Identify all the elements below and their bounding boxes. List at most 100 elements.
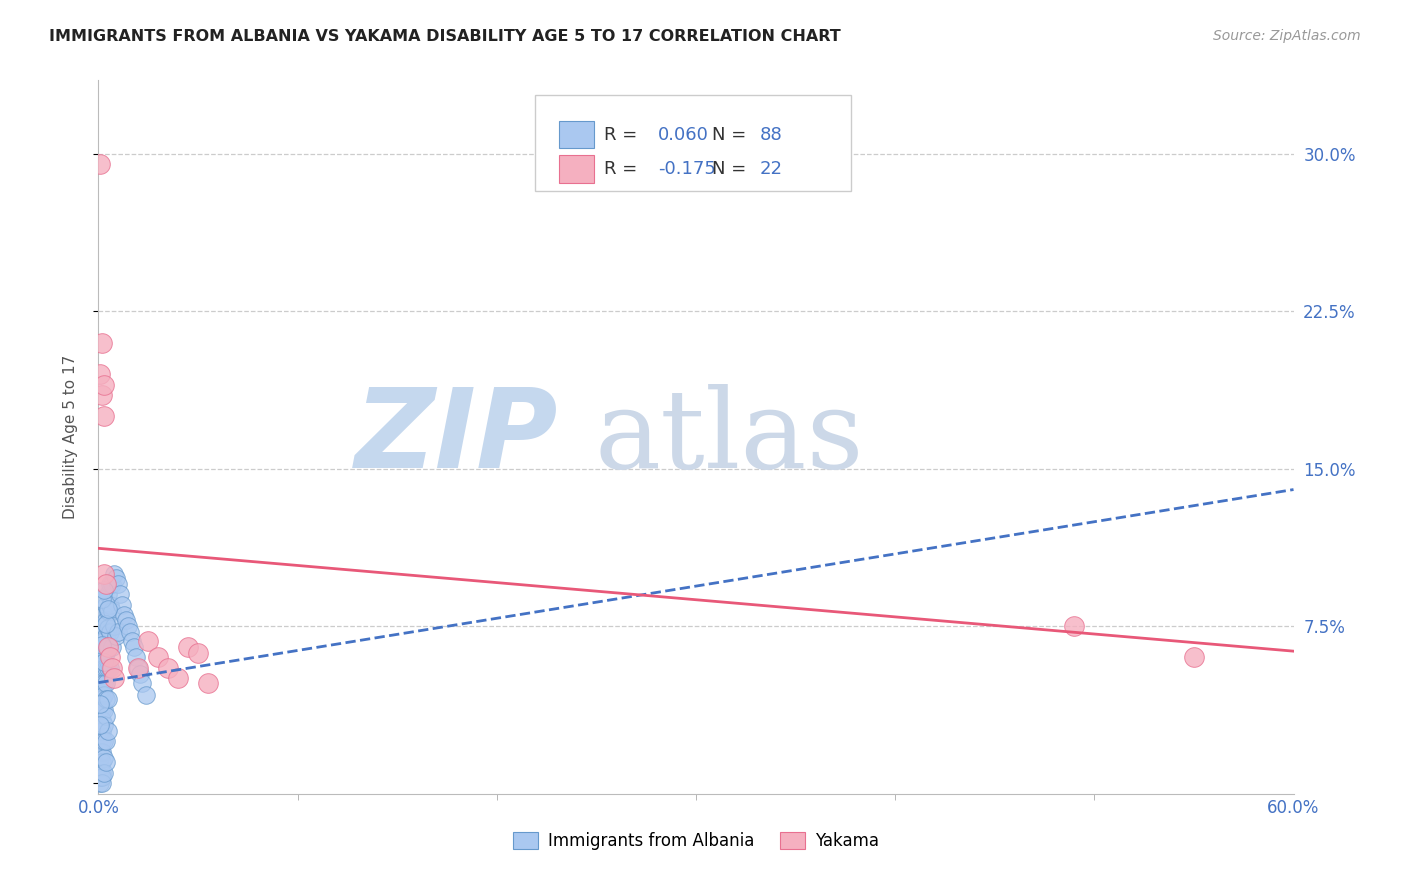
Point: [89, 703, 111, 717]
Text: -0.175: -0.175: [658, 160, 716, 178]
Point: [93, 688, 115, 702]
Point: [157, 661, 180, 675]
Point: [91, 770, 114, 784]
Point: [91, 714, 114, 728]
Text: R =: R =: [605, 126, 643, 144]
Point: [89, 765, 111, 780]
Point: [98, 625, 122, 640]
Point: [103, 619, 125, 633]
Point: [177, 640, 200, 654]
Point: [91, 756, 114, 770]
Point: [89, 751, 111, 765]
Point: [93, 377, 115, 392]
Point: [91, 638, 114, 652]
Point: [107, 577, 129, 591]
Point: [135, 688, 157, 702]
Text: N =: N =: [711, 126, 751, 144]
Point: [89, 681, 111, 696]
Point: [96, 756, 118, 770]
Text: 0.060: 0.060: [658, 126, 709, 144]
Point: [101, 604, 124, 618]
Point: [98, 650, 122, 665]
Point: [93, 650, 115, 665]
Text: atlas: atlas: [595, 384, 865, 491]
Point: [124, 640, 146, 654]
Point: [148, 650, 170, 665]
Text: ZIP: ZIP: [356, 384, 558, 491]
Point: [97, 602, 120, 616]
Point: [91, 591, 114, 606]
Point: [96, 661, 118, 675]
Point: [187, 646, 209, 660]
Point: [131, 675, 153, 690]
Point: [112, 608, 135, 623]
Point: [103, 672, 125, 686]
Point: [96, 613, 118, 627]
Point: [89, 157, 111, 171]
Point: [93, 751, 115, 765]
Point: [107, 625, 129, 640]
Point: [127, 661, 149, 675]
Point: [97, 640, 120, 654]
Point: [91, 745, 114, 759]
Text: Source: ZipAtlas.com: Source: ZipAtlas.com: [1213, 29, 1361, 43]
Point: [101, 661, 124, 675]
Point: [89, 770, 111, 784]
Text: R =: R =: [605, 160, 643, 178]
Point: [96, 598, 118, 612]
Point: [93, 633, 115, 648]
Legend: Immigrants from Albania, Yakama: Immigrants from Albania, Yakama: [506, 825, 886, 857]
Point: [120, 625, 142, 640]
Point: [89, 650, 111, 665]
Point: [103, 566, 125, 581]
Point: [105, 630, 128, 644]
Point: [96, 646, 118, 660]
Point: [91, 335, 114, 350]
Point: [98, 661, 122, 675]
Point: [91, 765, 114, 780]
Point: [98, 577, 122, 591]
Point: [93, 566, 115, 581]
Point: [97, 723, 120, 738]
Point: [93, 409, 115, 423]
Point: [89, 723, 111, 738]
Point: [93, 765, 115, 780]
Point: [93, 675, 115, 690]
Point: [97, 621, 120, 635]
Point: [101, 577, 124, 591]
Point: [91, 630, 114, 644]
Point: [97, 692, 120, 706]
Point: [91, 703, 114, 717]
Text: 88: 88: [759, 126, 782, 144]
Point: [115, 613, 138, 627]
Point: [1182, 650, 1205, 665]
Point: [93, 619, 115, 633]
Point: [97, 587, 120, 601]
Point: [93, 734, 115, 748]
Point: [93, 661, 115, 675]
Point: [91, 672, 114, 686]
Y-axis label: Disability Age 5 to 17: Disability Age 5 to 17: [63, 355, 77, 519]
Point: [89, 367, 111, 381]
Point: [93, 608, 115, 623]
Point: [96, 675, 118, 690]
Point: [93, 655, 115, 669]
Point: [96, 709, 118, 723]
Point: [127, 661, 149, 675]
Point: [91, 640, 114, 654]
Point: [97, 604, 120, 618]
Point: [121, 633, 143, 648]
Point: [89, 697, 111, 711]
Point: [167, 672, 190, 686]
Point: [89, 745, 111, 759]
Point: [136, 633, 159, 648]
Text: 22: 22: [759, 160, 782, 178]
Point: [93, 717, 115, 731]
Point: [96, 734, 118, 748]
Point: [89, 776, 111, 790]
Point: [111, 598, 134, 612]
Point: [91, 734, 114, 748]
Point: [91, 692, 114, 706]
Point: [91, 776, 114, 790]
FancyBboxPatch shape: [534, 95, 852, 191]
